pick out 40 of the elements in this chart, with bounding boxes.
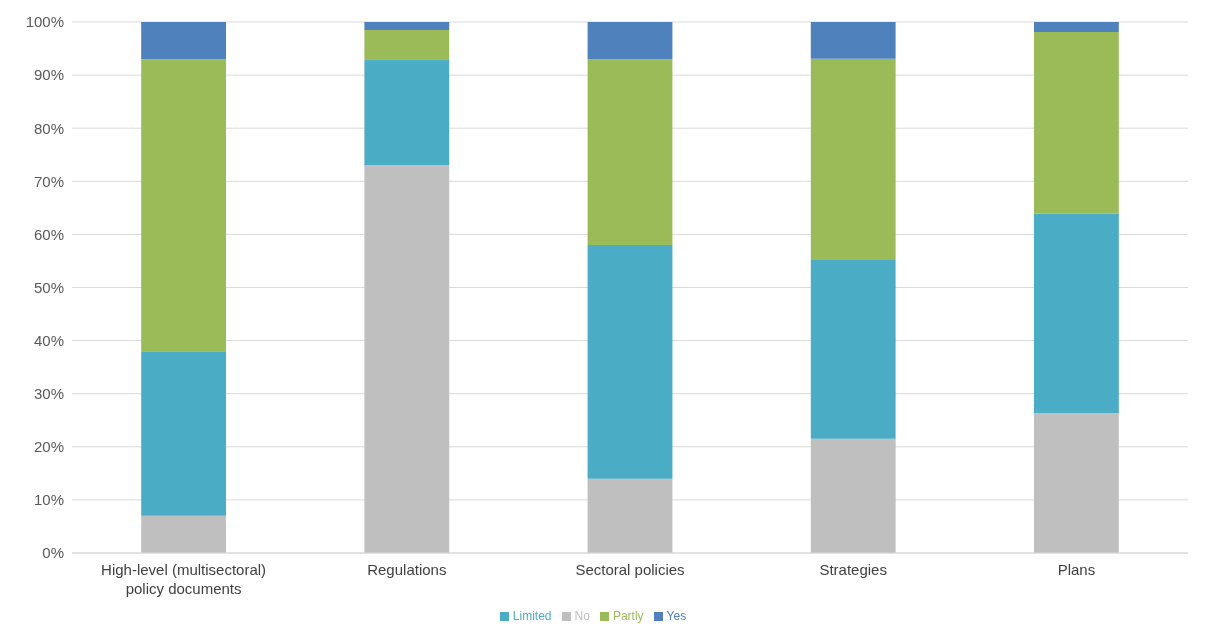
- bar: [141, 22, 227, 60]
- legend-label: No: [574, 609, 590, 623]
- bar: [587, 478, 673, 553]
- y-tick-label: 30%: [33, 385, 64, 403]
- bar: [587, 245, 673, 479]
- y-tick-label: 50%: [33, 278, 64, 296]
- bar: [141, 351, 227, 516]
- y-tick-label: 40%: [33, 331, 64, 349]
- bar: [364, 59, 450, 166]
- y-tick-label: 20%: [33, 438, 64, 456]
- bar: [1033, 413, 1119, 553]
- bar: [1033, 32, 1119, 214]
- bar: [810, 22, 896, 59]
- x-tick-label: Regulations: [367, 561, 447, 578]
- x-tick-label: High-level (multisectoral) policy documents: [101, 561, 267, 597]
- bar: [587, 59, 673, 246]
- bar: [810, 259, 896, 439]
- y-tick-label: 60%: [33, 225, 64, 243]
- bar: [810, 438, 896, 553]
- bar: [364, 22, 450, 30]
- y-tick-label: 80%: [33, 119, 64, 137]
- legend-label: Limited: [512, 609, 552, 623]
- y-tick-label: 0%: [42, 544, 64, 562]
- bar: [141, 59, 227, 352]
- x-tick-label: Strategies: [819, 561, 887, 578]
- x-tick-label: Plans: [1057, 561, 1096, 578]
- bar: [364, 165, 450, 553]
- bar: [141, 515, 227, 553]
- y-tick-label: 10%: [33, 491, 64, 509]
- bar: [810, 58, 896, 260]
- bar: [364, 29, 450, 60]
- bar: [1033, 213, 1119, 414]
- y-tick-label: 90%: [33, 66, 64, 84]
- bar: [1033, 22, 1119, 33]
- x-tick-label: Sectoral policies: [575, 561, 685, 578]
- bar: [587, 22, 673, 60]
- legend-label: Partly: [612, 609, 644, 623]
- y-tick-label: 100%: [25, 13, 64, 31]
- legend-label: Yes: [666, 609, 687, 623]
- y-tick-label: 70%: [33, 172, 64, 190]
